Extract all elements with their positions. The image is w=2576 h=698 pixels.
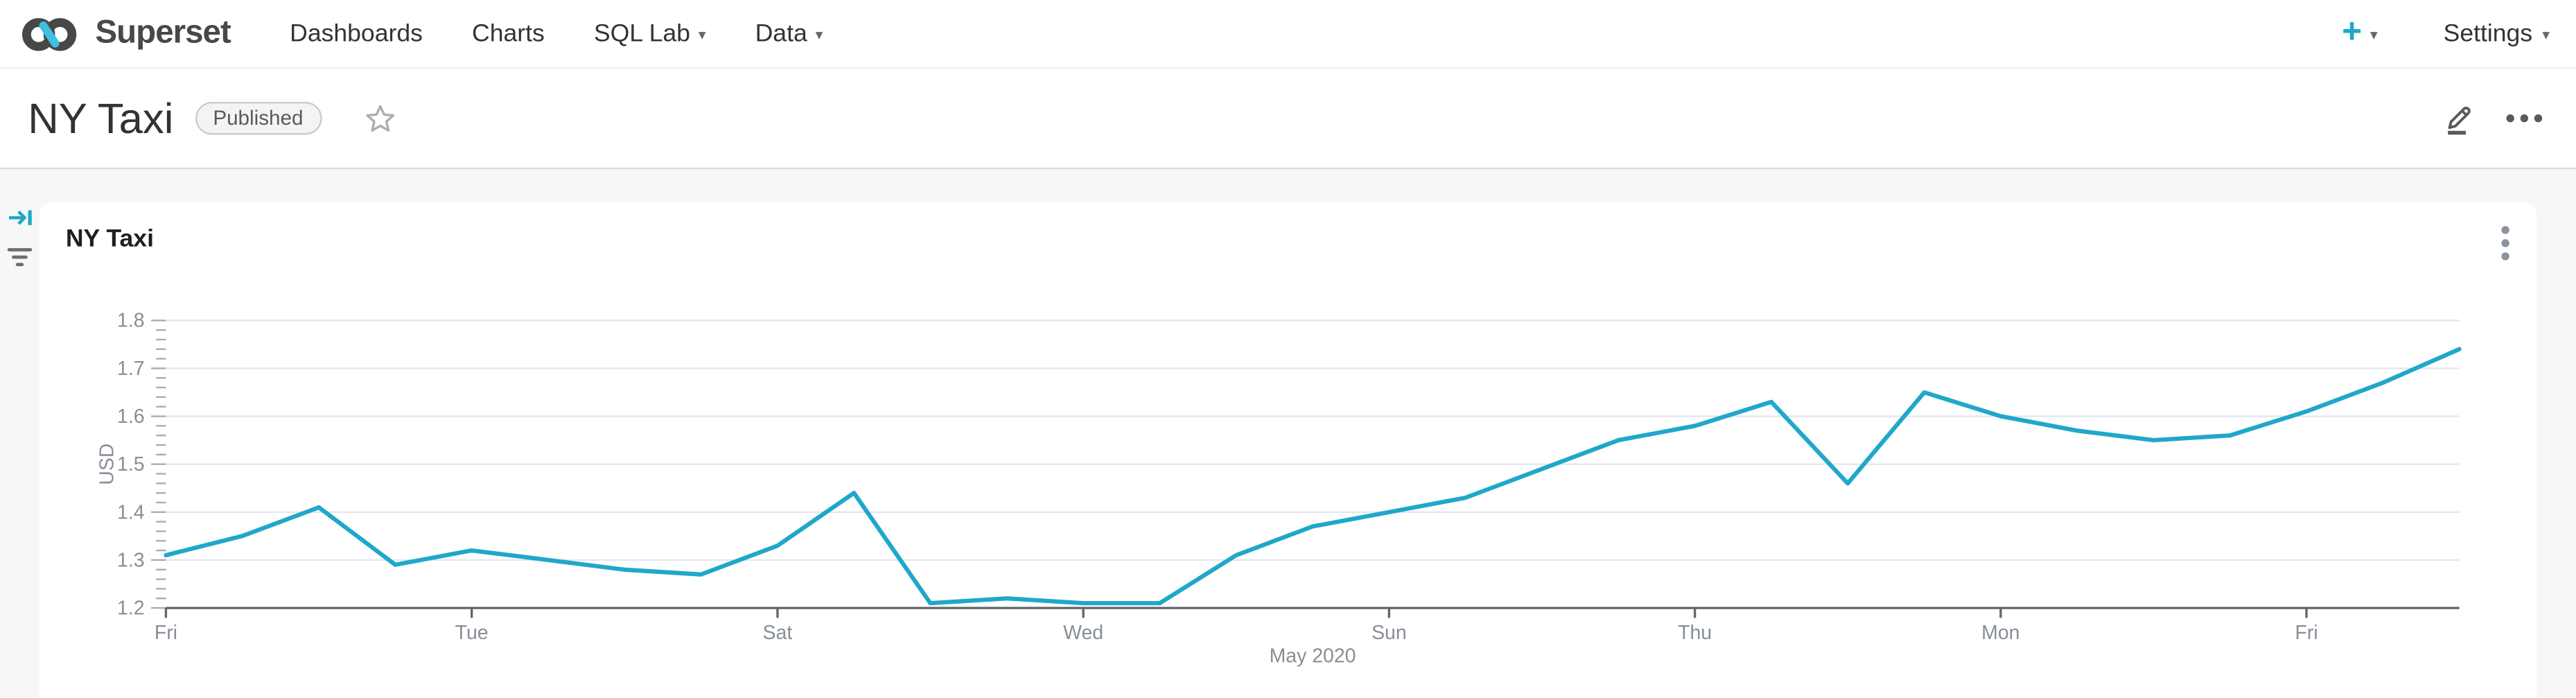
svg-text:1.5: 1.5: [117, 453, 145, 475]
caret-down-icon: ▾: [2542, 26, 2550, 43]
kebab-icon: [2501, 226, 2509, 261]
svg-text:Sun: Sun: [1372, 622, 1407, 644]
svg-text:Thu: Thu: [1678, 622, 1712, 644]
star-icon: [365, 104, 394, 131]
svg-text:1.2: 1.2: [117, 597, 145, 620]
more-actions-button[interactable]: [2505, 114, 2543, 123]
chart-options-menu[interactable]: [2497, 222, 2514, 272]
filter-bar-collapsed: [0, 169, 40, 695]
nav-item-data[interactable]: Data ▾: [755, 19, 823, 48]
settings-menu[interactable]: Settings ▾: [2443, 19, 2550, 48]
superset-logo-icon[interactable]: [17, 12, 82, 55]
svg-text:Mon: Mon: [1981, 622, 2019, 644]
published-badge[interactable]: Published: [195, 101, 322, 135]
filter-icon: [7, 247, 33, 267]
top-navbar: Superset Dashboards Charts SQL Lab ▾ Dat…: [0, 0, 2576, 69]
chart-card: NY Taxi 1.2 1.3 1.4 1.5 1.6 1.7 1.8 Fri Tue Sat We…: [39, 202, 2537, 698]
svg-text:Sat: Sat: [763, 622, 793, 644]
caret-down-icon: ▾: [698, 26, 706, 43]
filter-button[interactable]: [6, 247, 33, 268]
svg-text:1.7: 1.7: [117, 358, 145, 380]
svg-text:1.3: 1.3: [117, 549, 145, 571]
favorite-button[interactable]: [364, 103, 395, 134]
chart-title: NY Taxi: [65, 225, 154, 254]
svg-text:May 2020: May 2020: [1270, 645, 1356, 667]
nav-item-dashboards[interactable]: Dashboards: [290, 19, 423, 48]
page-title: NY Taxi: [28, 92, 174, 143]
svg-text:1.8: 1.8: [117, 310, 145, 332]
caret-down-icon: ▾: [2370, 26, 2378, 43]
svg-text:1.6: 1.6: [117, 405, 145, 428]
navbar-right: + ▾ Settings ▾: [2342, 12, 2550, 51]
line-chart[interactable]: 1.2 1.3 1.4 1.5 1.6 1.7 1.8 Fri Tue Sat Wed Sun Thu M…: [40, 202, 2536, 695]
nav-item-charts[interactable]: Charts: [472, 19, 545, 48]
edit-dashboard-button[interactable]: [2443, 101, 2478, 137]
expand-filter-bar-button[interactable]: [8, 205, 33, 230]
ellipsis-icon: [2506, 114, 2543, 123]
svg-text:Fri: Fri: [155, 622, 177, 644]
svg-text:USD: USD: [96, 444, 119, 485]
svg-text:Fri: Fri: [2295, 622, 2317, 644]
dashboard-header: NY Taxi Published: [0, 69, 2576, 170]
svg-text:1.4: 1.4: [117, 501, 145, 523]
pencil-edit-icon: [2448, 106, 2471, 135]
new-item-button[interactable]: + ▾: [2342, 12, 2378, 51]
plus-icon: +: [2342, 12, 2363, 51]
nav-item-sql-lab[interactable]: SQL Lab ▾: [593, 19, 706, 48]
brand-text[interactable]: Superset: [95, 15, 231, 51]
arrow-to-bar-icon: [8, 210, 31, 225]
svg-text:Tue: Tue: [455, 622, 489, 644]
dashboard-content: NY Taxi 1.2 1.3 1.4 1.5 1.6 1.7 1.8 Fri Tue Sat We…: [0, 169, 2576, 698]
svg-text:Wed: Wed: [1063, 622, 1103, 644]
caret-down-icon: ▾: [815, 26, 823, 43]
header-actions: [2443, 101, 2543, 137]
